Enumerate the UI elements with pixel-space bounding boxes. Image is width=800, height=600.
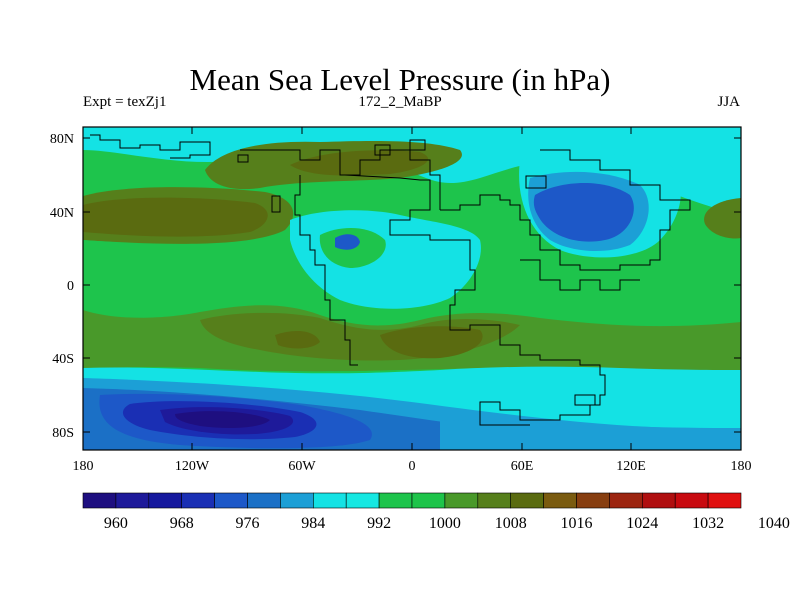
- y-tick-label: 0: [67, 279, 74, 294]
- y-tick-label: 40N: [50, 206, 74, 221]
- colorbar-swatch: [411, 492, 446, 509]
- colorbar-swatch: [345, 492, 380, 509]
- x-tick-label: 180: [73, 459, 94, 474]
- chart-title: Mean Sea Level Pressure (in hPa): [189, 62, 611, 97]
- colorbar-swatch: [543, 492, 577, 509]
- colorbar-label: 1024: [626, 515, 658, 532]
- colorbar-label: 976: [236, 515, 260, 532]
- y-tick-label: 40S: [52, 352, 74, 367]
- colorbar-label: 1008: [495, 515, 527, 532]
- pressure-field: [83, 127, 741, 450]
- colorbar-label: 1032: [692, 515, 724, 532]
- colorbar-swatch: [181, 492, 215, 509]
- colorbar-swatch: [444, 492, 479, 509]
- colorbar: [82, 492, 742, 509]
- colorbar-swatch: [609, 492, 643, 509]
- colorbar-swatch: [378, 492, 413, 509]
- colorbar-swatch: [510, 492, 544, 509]
- tick-marks: [83, 127, 741, 450]
- colorbar-swatch: [247, 492, 281, 509]
- colorbar-swatch: [641, 492, 676, 509]
- x-tick-label: 0: [409, 459, 416, 474]
- experiment-label: Expt = texZj1: [83, 94, 167, 110]
- colorbar-swatch: [674, 492, 709, 509]
- colorbar-swatch: [148, 492, 183, 509]
- colorbar-swatch: [312, 492, 347, 509]
- colorbar-swatch: [115, 492, 150, 509]
- x-tick-label: 60E: [511, 459, 534, 474]
- colorbar-swatch: [707, 492, 742, 509]
- colorbar-label: 992: [367, 515, 391, 532]
- colorbar-swatch: [82, 492, 117, 509]
- colorbar-label: 1016: [561, 515, 593, 532]
- colorbar-swatch: [280, 492, 314, 509]
- colorbar-swatch: [576, 492, 610, 509]
- colorbar-label: 960: [104, 515, 128, 532]
- colorbar-label: 968: [170, 515, 194, 532]
- season-label: JJA: [717, 94, 740, 110]
- y-tick-label: 80N: [50, 132, 74, 147]
- x-tick-label: 60W: [288, 459, 316, 474]
- y-tick-label: 80S: [52, 426, 74, 441]
- colorbar-label: 1040: [758, 515, 790, 532]
- colorbar-labels: 960 968 976 984 992 1000 1008 1016 1024 1032 1040: [104, 515, 790, 532]
- x-tick-label: 120W: [175, 459, 210, 474]
- colorbar-label: 1000: [429, 515, 461, 532]
- colorbar-label: 984: [301, 515, 325, 532]
- x-tick-label: 120E: [616, 459, 646, 474]
- x-tick-label: 180: [731, 459, 752, 474]
- colorbar-swatch: [214, 492, 248, 509]
- colorbar-swatch: [477, 492, 511, 509]
- age-label: 172_2_MaBP: [358, 94, 442, 110]
